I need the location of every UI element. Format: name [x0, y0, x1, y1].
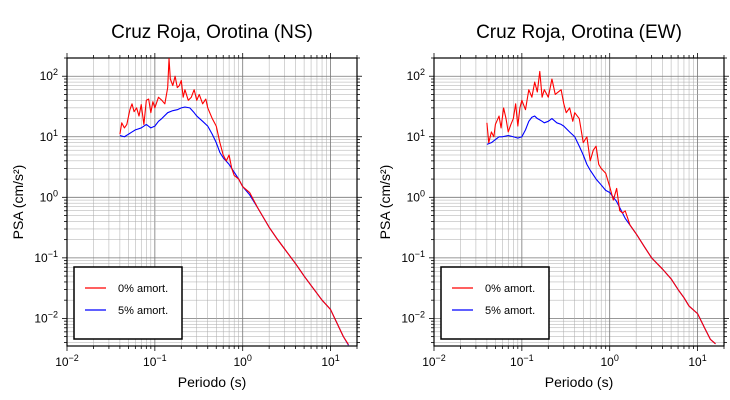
y-tick-label: 10−1: [34, 249, 58, 265]
legend-label: 5% amort.: [118, 305, 168, 317]
y-tick-label: 101: [407, 128, 425, 144]
y-tick-label: 100: [407, 188, 425, 204]
chart-title: Cruz Roja, Orotina (NS): [111, 22, 313, 43]
y-axis-label: PSA (cm/s²): [377, 165, 393, 240]
legend-box: [73, 266, 183, 340]
legend: 0% amort. 5% amort.: [73, 266, 183, 340]
x-tick-label: 100: [234, 353, 252, 369]
y-axis-label: PSA (cm/s²): [10, 165, 26, 240]
x-tick-label: 100: [601, 353, 619, 369]
legend-label: 0% amort.: [118, 283, 168, 295]
y-tick-label: 102: [407, 67, 425, 83]
series-line-red: [486, 70, 716, 345]
y-tick-label: 100: [40, 188, 58, 204]
x-tick-label: 10−1: [510, 353, 534, 369]
y-tick-label: 102: [40, 67, 58, 83]
chart-title: Cruz Roja, Orotina (EW): [476, 22, 682, 43]
legend-label: 0% amort.: [485, 283, 535, 295]
legend-box: [440, 266, 550, 340]
x-tick-label: 10−1: [143, 353, 167, 369]
x-axis-label: Periodo (s): [178, 374, 246, 390]
x-axis-label: Periodo (s): [545, 374, 613, 390]
series-line-red: [119, 58, 349, 345]
y-tick-label: 10−2: [401, 309, 425, 325]
x-tick-label: 10−2: [422, 353, 446, 369]
y-tick-label: 10−1: [401, 249, 425, 265]
plot-frame: [433, 57, 725, 347]
x-tick-label: 101: [321, 353, 339, 369]
legend: 0% amort. 5% amort.: [440, 266, 550, 340]
plot-frame: [66, 57, 358, 347]
y-tick-label: 101: [40, 128, 58, 144]
chart-panel-2: 10−2 10−1 100 101 10−2 10−1 100 101 102 Cruz Roja…: [377, 22, 729, 390]
series-group: [486, 70, 716, 345]
legend-label: 5% amort.: [485, 305, 535, 317]
y-tick-label: 10−2: [34, 309, 58, 325]
chart-panel-1: 10−2 10−1 100 101 10−2 10−1 100 101 102 Cruz Roja…: [10, 22, 362, 390]
x-tick-label: 10−2: [55, 353, 79, 369]
series-group: [119, 58, 349, 346]
x-tick-label: 101: [688, 353, 706, 369]
